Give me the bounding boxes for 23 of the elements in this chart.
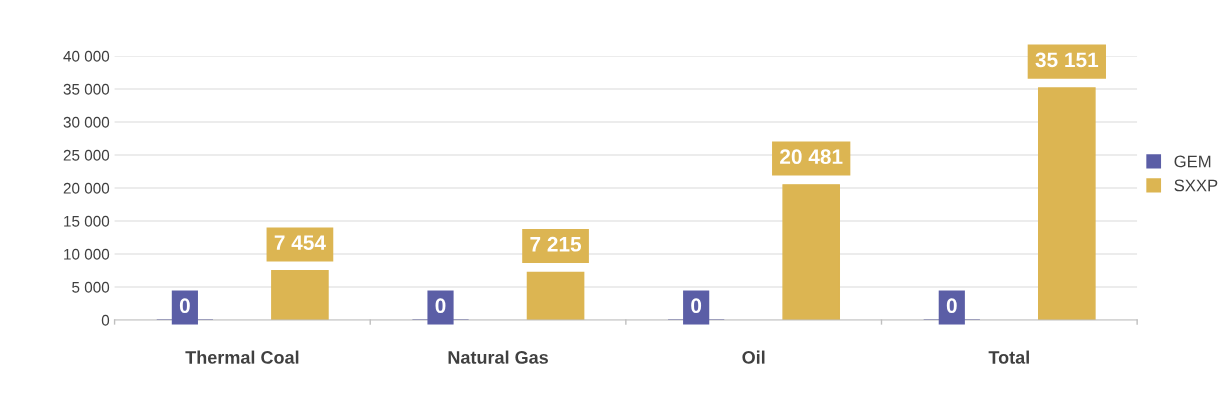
x-tick-label: Oil: [742, 350, 765, 364]
y-tick-label: 5 000: [72, 281, 110, 293]
legend-label: SXXP: [1174, 179, 1218, 192]
data-label: 7 454: [274, 235, 326, 251]
data-label: 0: [179, 298, 190, 314]
y-tick-label: 35 000: [63, 83, 110, 95]
y-tick-label: 0: [101, 314, 110, 326]
data-label: 0: [946, 298, 957, 314]
data-label: 35 151: [1035, 52, 1099, 68]
y-tick-label: 10 000: [64, 248, 110, 260]
x-tick-label: Thermal Coal: [185, 350, 299, 364]
legend-label: GEM: [1174, 155, 1211, 168]
x-tick-label: Natural Gas: [448, 350, 548, 364]
y-tick-label: 40 000: [63, 50, 110, 62]
y-tick-label: 25 000: [63, 149, 110, 161]
data-label: 7 215: [530, 236, 582, 252]
data-label: 0: [691, 298, 702, 314]
y-tick-label: 15 000: [64, 215, 110, 227]
data-label: 20 481: [780, 149, 843, 165]
data-label: 0: [435, 298, 446, 314]
x-tick-label: Total: [988, 350, 1029, 364]
y-tick-label: 30 000: [63, 116, 110, 128]
y-tick-label: 20 000: [63, 182, 110, 194]
